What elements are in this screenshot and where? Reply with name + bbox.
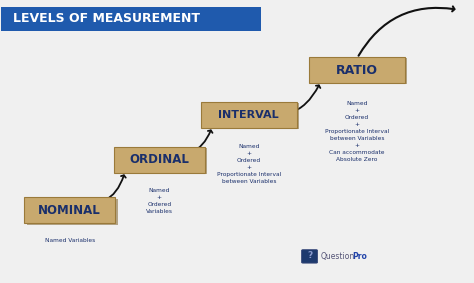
Text: Named
+
Ordered
Variables: Named + Ordered Variables bbox=[146, 188, 173, 214]
Text: ?: ? bbox=[307, 251, 312, 260]
FancyBboxPatch shape bbox=[114, 147, 205, 173]
Text: Named
+
Ordered
+
Proportionate Interval
between Variables: Named + Ordered + Proportionate Interval… bbox=[217, 144, 281, 184]
FancyBboxPatch shape bbox=[312, 58, 407, 84]
Text: RATIO: RATIO bbox=[336, 64, 378, 76]
FancyBboxPatch shape bbox=[203, 103, 299, 129]
FancyBboxPatch shape bbox=[24, 197, 115, 223]
Text: NOMINAL: NOMINAL bbox=[38, 204, 101, 217]
FancyBboxPatch shape bbox=[201, 102, 297, 128]
Text: Named Variables: Named Variables bbox=[45, 238, 95, 243]
FancyBboxPatch shape bbox=[310, 57, 405, 83]
Text: Pro: Pro bbox=[353, 252, 367, 261]
Text: LEVELS OF MEASUREMENT: LEVELS OF MEASUREMENT bbox=[13, 12, 200, 25]
FancyBboxPatch shape bbox=[1, 7, 261, 31]
Text: INTERVAL: INTERVAL bbox=[219, 110, 279, 120]
FancyBboxPatch shape bbox=[116, 148, 207, 174]
Text: ORDINAL: ORDINAL bbox=[129, 153, 189, 166]
FancyBboxPatch shape bbox=[27, 199, 118, 225]
Text: Question: Question bbox=[320, 252, 355, 261]
Text: Named
+
Ordered
+
Proportionate Interval
between Variables
+
Can accommodate
Abs: Named + Ordered + Proportionate Interval… bbox=[325, 101, 389, 162]
FancyBboxPatch shape bbox=[301, 250, 318, 263]
